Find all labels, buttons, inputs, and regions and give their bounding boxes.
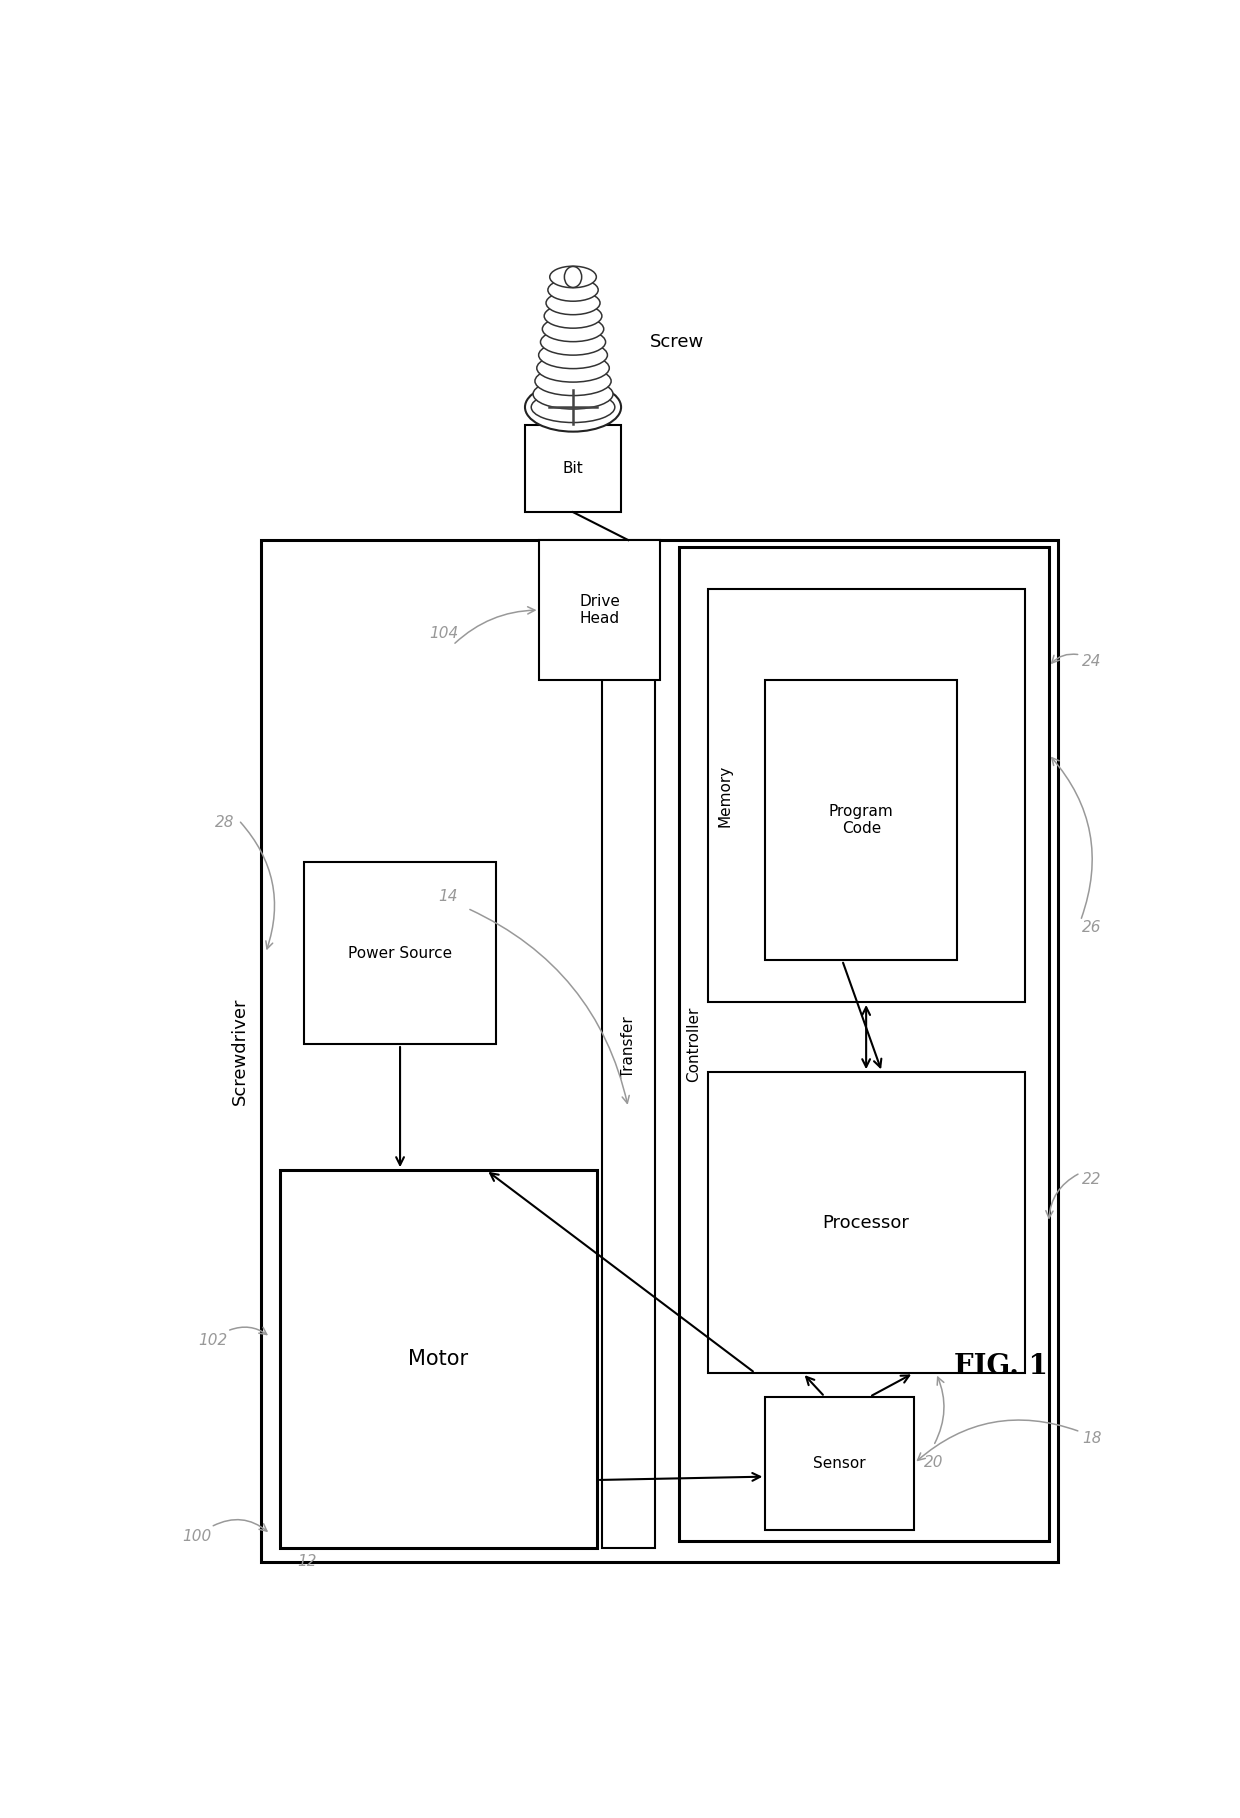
Ellipse shape xyxy=(531,391,615,422)
Ellipse shape xyxy=(541,329,605,355)
Bar xyxy=(525,425,621,513)
Bar xyxy=(765,1396,914,1529)
Ellipse shape xyxy=(537,355,609,382)
Text: Memory: Memory xyxy=(718,765,733,827)
Text: Processor: Processor xyxy=(822,1214,910,1231)
Text: Controller: Controller xyxy=(686,1007,701,1082)
Ellipse shape xyxy=(538,342,608,369)
Text: Program
Code: Program Code xyxy=(830,804,894,836)
Text: Power Source: Power Source xyxy=(348,945,453,960)
Ellipse shape xyxy=(564,267,582,287)
Text: Sensor: Sensor xyxy=(813,1456,866,1471)
Text: 24: 24 xyxy=(1083,654,1102,669)
Text: Screw: Screw xyxy=(650,333,704,351)
Ellipse shape xyxy=(549,265,596,287)
Ellipse shape xyxy=(533,380,613,409)
Ellipse shape xyxy=(525,382,621,431)
Text: 104: 104 xyxy=(429,625,458,642)
Text: Motor: Motor xyxy=(408,1349,469,1369)
Ellipse shape xyxy=(544,304,601,329)
Text: Transfer: Transfer xyxy=(621,1016,636,1078)
Text: 28: 28 xyxy=(215,814,234,831)
Text: 102: 102 xyxy=(198,1333,227,1349)
Text: 22: 22 xyxy=(1083,1173,1102,1187)
Text: 100: 100 xyxy=(182,1529,211,1543)
Bar xyxy=(539,540,660,680)
Text: 20: 20 xyxy=(924,1454,944,1469)
Text: FIG. 1: FIG. 1 xyxy=(954,1353,1048,1380)
Ellipse shape xyxy=(546,291,600,315)
Bar xyxy=(765,680,957,960)
Bar xyxy=(708,1073,1024,1373)
Text: Drive
Head: Drive Head xyxy=(579,594,620,627)
Text: 18: 18 xyxy=(1083,1431,1102,1445)
Text: 26: 26 xyxy=(1083,920,1102,934)
Ellipse shape xyxy=(542,316,604,342)
Bar xyxy=(280,1171,596,1549)
Ellipse shape xyxy=(534,367,611,396)
Bar xyxy=(708,589,1024,1002)
Ellipse shape xyxy=(548,278,598,302)
Text: 12: 12 xyxy=(298,1554,316,1569)
Bar xyxy=(601,547,655,1549)
Text: 14: 14 xyxy=(439,889,458,904)
Text: Screwdriver: Screwdriver xyxy=(231,998,248,1105)
Bar xyxy=(304,862,496,1044)
Text: Bit: Bit xyxy=(563,462,583,476)
Bar xyxy=(678,547,1049,1542)
Bar xyxy=(260,540,1058,1562)
